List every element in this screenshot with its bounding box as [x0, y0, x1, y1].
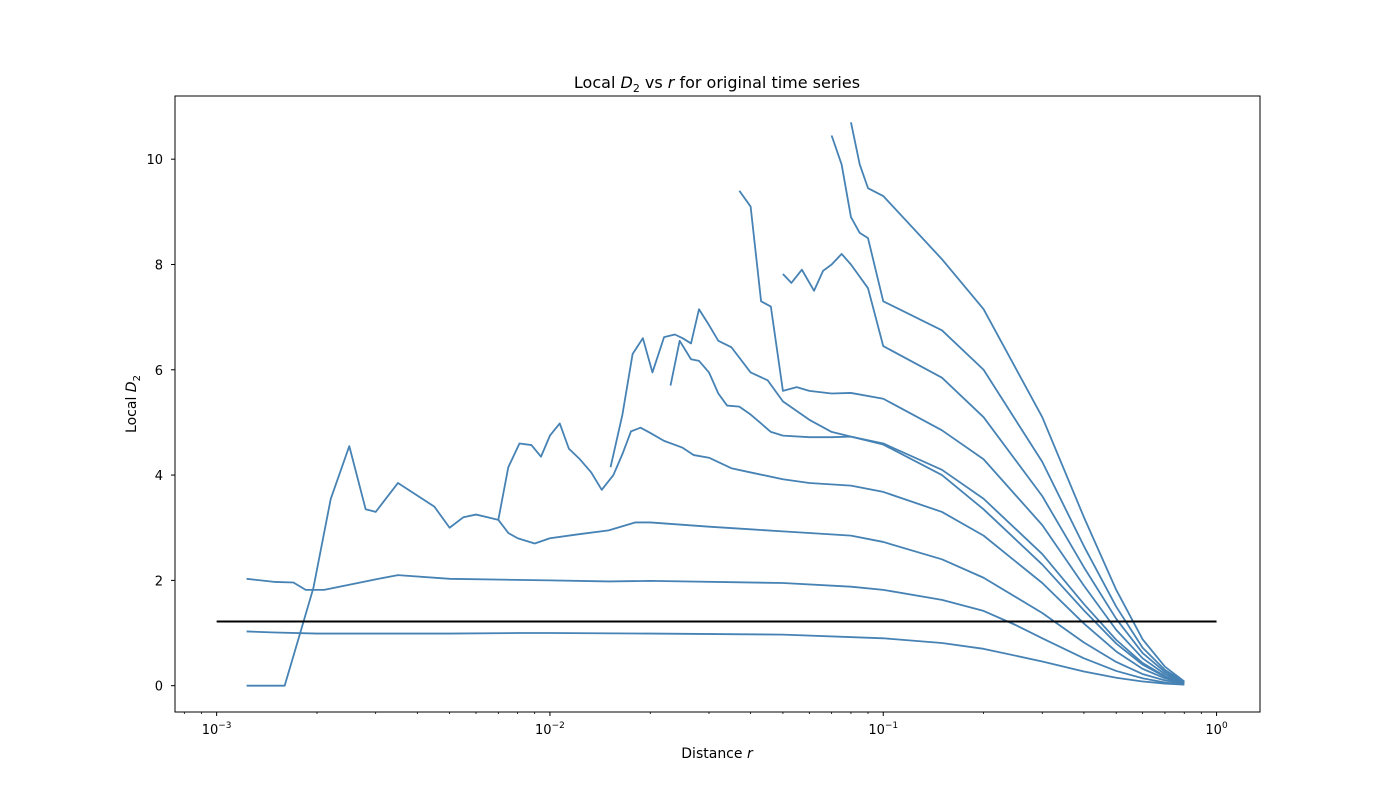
- y-tick-label: 0: [155, 680, 163, 695]
- x-axis-ticks: 10−3 10−2 10−1 100: [183, 712, 1228, 738]
- y-axis-ticks: 0 2 4 6 8 10: [146, 153, 175, 695]
- x-tick-label: 10−2: [535, 721, 565, 738]
- chart-title-post: vs: [640, 73, 668, 92]
- x-axis-label-pre: Distance: [681, 746, 747, 762]
- series-line-7: [738, 190, 1185, 684]
- chart-title-variable: r: [668, 73, 676, 92]
- x-tick-label: 10−3: [202, 721, 232, 738]
- series-group: [246, 122, 1185, 687]
- chart-title-subscript: 2: [633, 82, 640, 95]
- y-axis-label-pre: Local: [124, 392, 140, 433]
- y-tick-label: 6: [155, 364, 163, 379]
- y-tick-label: 2: [155, 574, 163, 589]
- series-line-4: [497, 422, 1185, 684]
- plot-frame: [174, 95, 1261, 713]
- y-axis-label: Local D2: [124, 375, 143, 433]
- chart-title-pre: Local: [574, 73, 621, 92]
- series-line-9: [830, 135, 1185, 683]
- series-line-8: [782, 253, 1185, 683]
- series-line-3: [246, 445, 1185, 687]
- x-axis-label-variable: r: [747, 746, 754, 762]
- y-axis-label-symbol: D: [124, 381, 140, 392]
- series-line-5: [609, 308, 1185, 684]
- series-line-6: [669, 339, 1185, 684]
- y-axis-label-subscript: 2: [132, 375, 143, 381]
- y-tick-label: 10: [146, 153, 163, 168]
- series-line-2: [246, 574, 1185, 686]
- x-tick-label: 100: [1205, 721, 1228, 738]
- x-axis-label: Distance r: [681, 746, 754, 762]
- x-tick-label: 10−1: [868, 721, 898, 738]
- series-line-1: [246, 630, 1185, 686]
- series-line-10: [850, 122, 1185, 683]
- y-tick-label: 4: [155, 469, 163, 484]
- chart-title-symbol: D: [620, 73, 632, 92]
- y-tick-label: 8: [155, 258, 163, 273]
- chart-title: Local D2 vs r for original time series: [574, 73, 860, 95]
- chart-title-tail: for original time series: [674, 73, 860, 92]
